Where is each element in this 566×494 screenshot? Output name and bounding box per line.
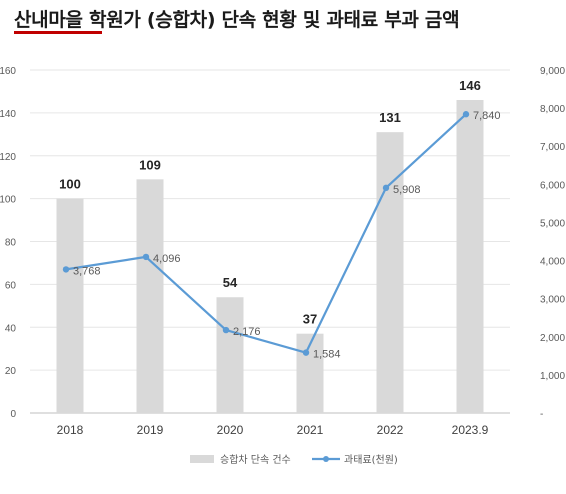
line-point <box>462 111 470 118</box>
y-right-tick-label: 6,000 <box>540 180 565 191</box>
line-point <box>222 326 230 334</box>
legend-swatch-marker <box>323 456 329 462</box>
y-left-tick-label: 40 <box>5 323 17 334</box>
bar <box>136 179 164 413</box>
line-value-label: 7,840 <box>473 110 501 122</box>
line-value-label: 4,096 <box>153 253 181 265</box>
grid-lines <box>30 69 510 414</box>
y-right-tick-label: 4,000 <box>540 257 565 268</box>
bar-value-label: 146 <box>459 78 481 93</box>
line-point <box>62 266 70 273</box>
y-right-tick-label: 9,000 <box>540 66 565 77</box>
bar <box>456 100 484 413</box>
y-right-tick-label: 5,000 <box>540 218 565 229</box>
y-left-tick-label: 120 <box>0 152 16 163</box>
x-tick-label: 2018 <box>57 423 84 437</box>
line-path <box>65 113 467 354</box>
bar-value-label: 131 <box>379 110 401 125</box>
line-value-label: 3,768 <box>73 265 101 277</box>
y-left-tick-label: 60 <box>5 280 17 291</box>
x-tick-label: 2022 <box>377 423 404 437</box>
bar <box>56 198 84 413</box>
axis-ticks: 0 20 40 60 80 100 120 140 160 - 1,000 2,000 3,000 4,0… <box>0 66 565 437</box>
bar-series <box>56 100 484 413</box>
y-right-tick-label: 8,000 <box>540 104 565 115</box>
legend-label-bar: 승합차 단속 건수 <box>220 454 291 466</box>
line-value-label: 2,176 <box>233 326 261 338</box>
line-series <box>62 111 470 356</box>
legend-label-line: 과태료(천원) <box>344 454 398 466</box>
y-left-tick-label: 160 <box>0 66 16 77</box>
legend-swatch-bar <box>190 455 214 463</box>
y-right-tick-label: - <box>540 409 543 420</box>
title-underline <box>14 31 102 34</box>
x-tick-label: 2023.9 <box>452 423 489 437</box>
line-value-label: 1,584 <box>313 349 341 361</box>
x-tick-label: 2020 <box>217 423 244 437</box>
line-point <box>142 253 150 261</box>
legend: 승합차 단속 건수 과태료(천원) <box>190 454 398 466</box>
y-right-tick-label: 1,000 <box>540 371 565 382</box>
x-tick-label: 2019 <box>137 423 164 437</box>
y-left-tick-label: 140 <box>0 109 16 120</box>
y-right-tick-label: 7,000 <box>540 142 565 153</box>
bar-value-label: 109 <box>139 157 161 172</box>
data-labels: 100 109 54 37 131 146 3,768 4,096 2,176 1,584 5,90… <box>59 78 500 361</box>
bar-value-label: 54 <box>223 275 238 290</box>
y-right-tick-label: 3,000 <box>540 295 565 306</box>
bar <box>216 297 244 413</box>
chart-title: 산내마을 학원가 (승합차) 단속 현황 및 과태료 부과 금액 <box>14 9 460 31</box>
y-right-tick-label: 2,000 <box>540 333 565 344</box>
bar <box>376 132 404 413</box>
line-point <box>382 184 390 192</box>
y-left-tick-label: 0 <box>10 409 16 420</box>
bar-value-label: 100 <box>59 177 81 192</box>
line-value-label: 5,908 <box>393 184 421 196</box>
y-left-tick-label: 100 <box>0 195 16 206</box>
bar-value-label: 37 <box>303 312 317 327</box>
y-left-tick-label: 80 <box>5 238 17 249</box>
x-tick-label: 2021 <box>297 423 324 437</box>
line-point <box>302 349 310 356</box>
y-left-tick-label: 20 <box>5 366 17 377</box>
